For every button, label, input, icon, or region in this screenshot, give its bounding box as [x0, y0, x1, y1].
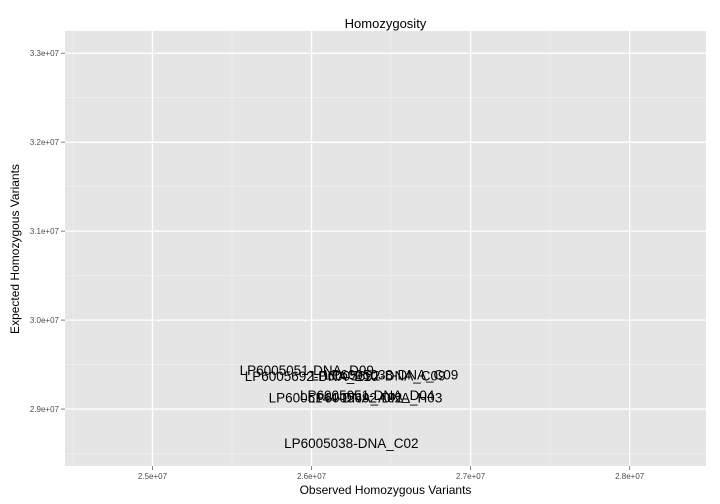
- y-axis-title: Expected Homozygous Variants: [8, 164, 22, 334]
- x-tick-label: 2.6e+07: [297, 472, 327, 481]
- data-point-label: LP6005692-DNA_E10: [245, 369, 379, 384]
- x-axis-ticks: 2.5e+07 2.6e+07 2.7e+07 2.8e+07: [138, 466, 645, 481]
- plot-panel: [65, 31, 706, 466]
- y-tick-label: 3.3e+07: [30, 49, 60, 58]
- data-point-label: LP6005692-DNA_H03: [308, 391, 442, 406]
- minor-gridlines: [65, 31, 706, 466]
- major-gridlines: [65, 31, 706, 466]
- data-point-label: LP6005051-DNA_D09: [240, 363, 374, 378]
- chart-title: Homozygosity: [345, 16, 427, 31]
- y-axis-ticks: 2.9e+07 3.0e+07 3.1e+07 3.2e+07 3.3e+07: [30, 49, 65, 414]
- y-tick-label: 3.1e+07: [30, 227, 60, 236]
- data-point-label: LP6005038-DNA_C02: [284, 436, 418, 451]
- y-tick-label: 2.9e+07: [30, 405, 60, 414]
- data-point-label: LP6005038-DNA_C09: [324, 367, 458, 382]
- x-axis-title: Observed Homozygous Variants: [300, 483, 472, 497]
- x-tick-label: 2.7e+07: [456, 472, 486, 481]
- x-tick-label: 2.5e+07: [138, 472, 168, 481]
- data-point-label: LP6005144-DNA_A02: [269, 391, 403, 406]
- y-tick-label: 3.2e+07: [30, 138, 60, 147]
- data-point-label: LP6005692-DNA_C09: [311, 368, 445, 383]
- point-labels: LP6005051-DNA_D09LP6005692-DNA_E10LP6005…: [240, 363, 459, 451]
- x-tick-label: 2.8e+07: [615, 472, 645, 481]
- y-tick-label: 3.0e+07: [30, 316, 60, 325]
- data-point-label: LP6005051-DNA_D04: [300, 388, 435, 403]
